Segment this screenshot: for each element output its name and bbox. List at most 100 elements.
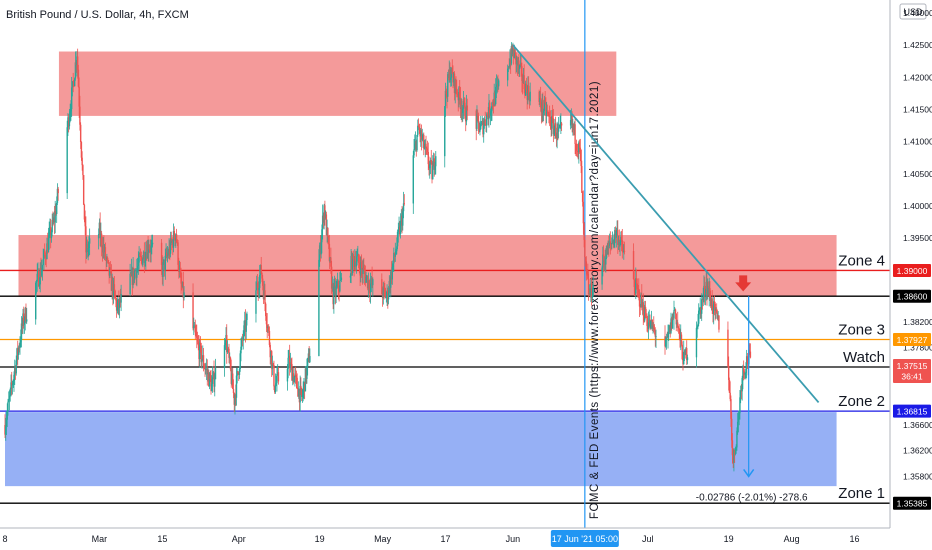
candle-555 xyxy=(560,113,562,135)
candle-body-669 xyxy=(678,328,680,330)
candle-510 xyxy=(518,54,520,77)
candle-body-352 xyxy=(358,262,361,268)
candle-117 xyxy=(116,297,119,314)
time-tick-2: 15 xyxy=(157,534,167,544)
candle-body-719 xyxy=(732,455,734,463)
candle-547 xyxy=(554,118,556,140)
candle-356 xyxy=(361,260,364,285)
candle-body-188 xyxy=(194,325,196,333)
candle-body-205 xyxy=(207,372,209,375)
candle-body-519 xyxy=(524,83,527,96)
candle-body-614 xyxy=(620,236,623,241)
candle-body-393 xyxy=(397,229,400,232)
candle-body-353 xyxy=(359,267,361,276)
candle-575 xyxy=(583,222,585,248)
candle-398 xyxy=(401,206,403,234)
candle-body-164 xyxy=(168,247,170,256)
candle-body-136 xyxy=(139,254,141,257)
candle-98 xyxy=(102,237,104,259)
candle-411 xyxy=(419,123,421,143)
candle-633 xyxy=(643,304,645,323)
currency-badge[interactable] xyxy=(899,3,927,20)
candle-697 xyxy=(707,281,710,297)
candle-body-167 xyxy=(170,238,173,243)
candle-428 xyxy=(432,155,434,180)
candle-564 xyxy=(575,143,577,157)
candle-body-42 xyxy=(44,251,46,255)
candle-161 xyxy=(166,247,168,261)
candle-body-628 xyxy=(639,306,641,308)
candle-body-94 xyxy=(99,222,101,239)
candle-body-461 xyxy=(465,118,467,122)
candle-body-595 xyxy=(606,246,609,255)
candle-body-376 xyxy=(384,291,387,299)
candle-554 xyxy=(559,115,561,129)
candle-116 xyxy=(115,297,118,318)
trendline xyxy=(512,44,820,404)
candle-body-538 xyxy=(547,112,549,114)
candle-body-457 xyxy=(462,108,464,113)
candle-body-316 xyxy=(323,205,325,223)
candle-260 xyxy=(265,302,267,321)
candle-52 xyxy=(51,213,53,237)
candle-134 xyxy=(137,251,140,275)
candle-body-183 xyxy=(182,281,184,298)
candle-304 xyxy=(306,358,308,384)
candle-body-732 xyxy=(742,366,744,378)
candle-body-730 xyxy=(740,390,743,392)
candle-126 xyxy=(131,266,134,296)
candle-227 xyxy=(232,367,234,390)
candle-body-383 xyxy=(390,271,392,288)
candle-210 xyxy=(211,375,213,392)
candle-body-649 xyxy=(655,336,657,338)
candle-body-639 xyxy=(647,322,650,329)
candle-body-286 xyxy=(292,373,295,383)
candle-315 xyxy=(322,212,325,229)
candle-body-88 xyxy=(86,244,89,252)
candle-body-708 xyxy=(716,308,718,313)
candle-body-270 xyxy=(272,363,274,365)
candle-body-523 xyxy=(527,85,530,96)
candle-597 xyxy=(608,235,610,257)
candle-body-379 xyxy=(387,290,389,300)
candle-448 xyxy=(455,76,457,95)
candle-body-585 xyxy=(590,283,593,299)
candle-135 xyxy=(138,246,140,270)
candle-156 xyxy=(162,256,164,287)
candle-471 xyxy=(480,121,483,127)
candle-body-737 xyxy=(745,356,748,369)
candle-body-456 xyxy=(461,107,463,113)
candle-body-115 xyxy=(115,297,117,301)
candle-body-151 xyxy=(150,245,152,253)
candle-body-414 xyxy=(421,138,423,140)
candle-228 xyxy=(232,379,235,399)
candle-body-101 xyxy=(104,247,107,259)
candle-372 xyxy=(381,288,384,307)
price-axis[interactable]: USD 1.430001.425001.420001.415001.410001… xyxy=(889,0,932,528)
candle-body-617 xyxy=(623,250,625,253)
candle-body-84 xyxy=(83,204,86,220)
candle-651 xyxy=(665,336,667,348)
candle-body-34 xyxy=(38,271,40,287)
candle-body-226 xyxy=(231,373,233,384)
candle-577 xyxy=(584,256,587,271)
time-axis[interactable]: 8 Mar 15 Apr 19 May 17 Jun Jul 19 Aug 16 17 Jun '21… xyxy=(0,527,932,550)
candle-19 xyxy=(18,343,20,353)
candle-235 xyxy=(238,372,240,381)
candle-body-128 xyxy=(133,268,135,280)
candle-body-720 xyxy=(733,450,735,463)
candle-3 xyxy=(6,403,8,428)
candle-body-126 xyxy=(131,269,134,286)
level-label-bg-2 xyxy=(893,333,931,347)
candle-71 xyxy=(73,77,76,87)
candle-body-647 xyxy=(653,328,656,331)
time-tick-0: 8 xyxy=(2,534,7,544)
candle-body-179 xyxy=(179,269,182,277)
candle-body-121 xyxy=(119,298,122,303)
candle-454 xyxy=(459,86,462,118)
candle-43 xyxy=(44,252,47,266)
candle-body-124 xyxy=(130,273,132,276)
candle-430 xyxy=(433,153,435,177)
candle-body-638 xyxy=(647,325,649,329)
